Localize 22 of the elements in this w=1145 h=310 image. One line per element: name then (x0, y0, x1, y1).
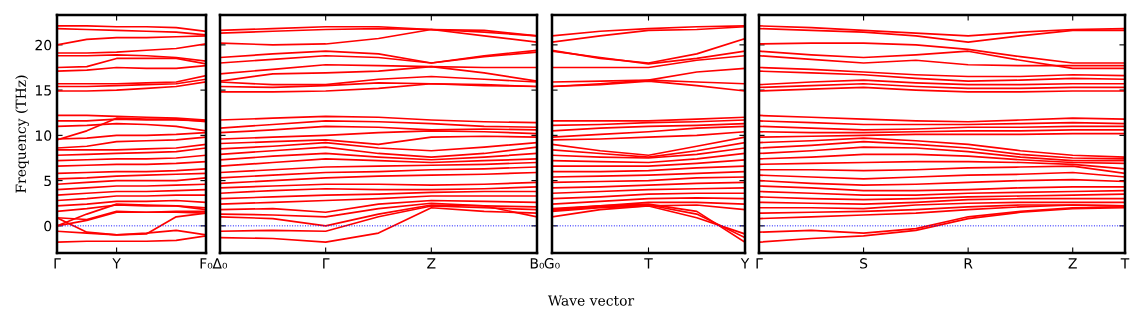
x-axis-title: Wave vector (547, 295, 635, 306)
x-tick-label: R (964, 258, 973, 269)
x-tick-label: Γ (756, 258, 763, 269)
y-tick-label: 20 (35, 39, 52, 51)
x-tick-label: B₀ (530, 258, 545, 269)
y-tick-label: 10 (35, 130, 52, 141)
y-axis-title: Frequency (THz) (15, 75, 29, 193)
x-tick-label: Γ (323, 258, 330, 269)
x-tick-label: T (1120, 258, 1130, 269)
x-tick-label: Z (427, 258, 436, 269)
x-tick-label: T (644, 258, 653, 269)
y-tick-label: 0 (44, 220, 52, 232)
y-tick-label: 15 (35, 85, 51, 96)
x-tick-label: F₀ (200, 258, 213, 269)
x-tick-label: Y (740, 258, 750, 269)
x-tick-label: Y (112, 258, 121, 269)
x-tick-label: S (860, 258, 868, 269)
x-tick-label: Δ₀ (212, 258, 228, 269)
y-tick-label: 5 (44, 175, 51, 187)
x-tick-label: Γ (54, 258, 61, 269)
x-tick-label: G₀ (544, 258, 560, 269)
x-tick-label: Z (1068, 258, 1077, 269)
